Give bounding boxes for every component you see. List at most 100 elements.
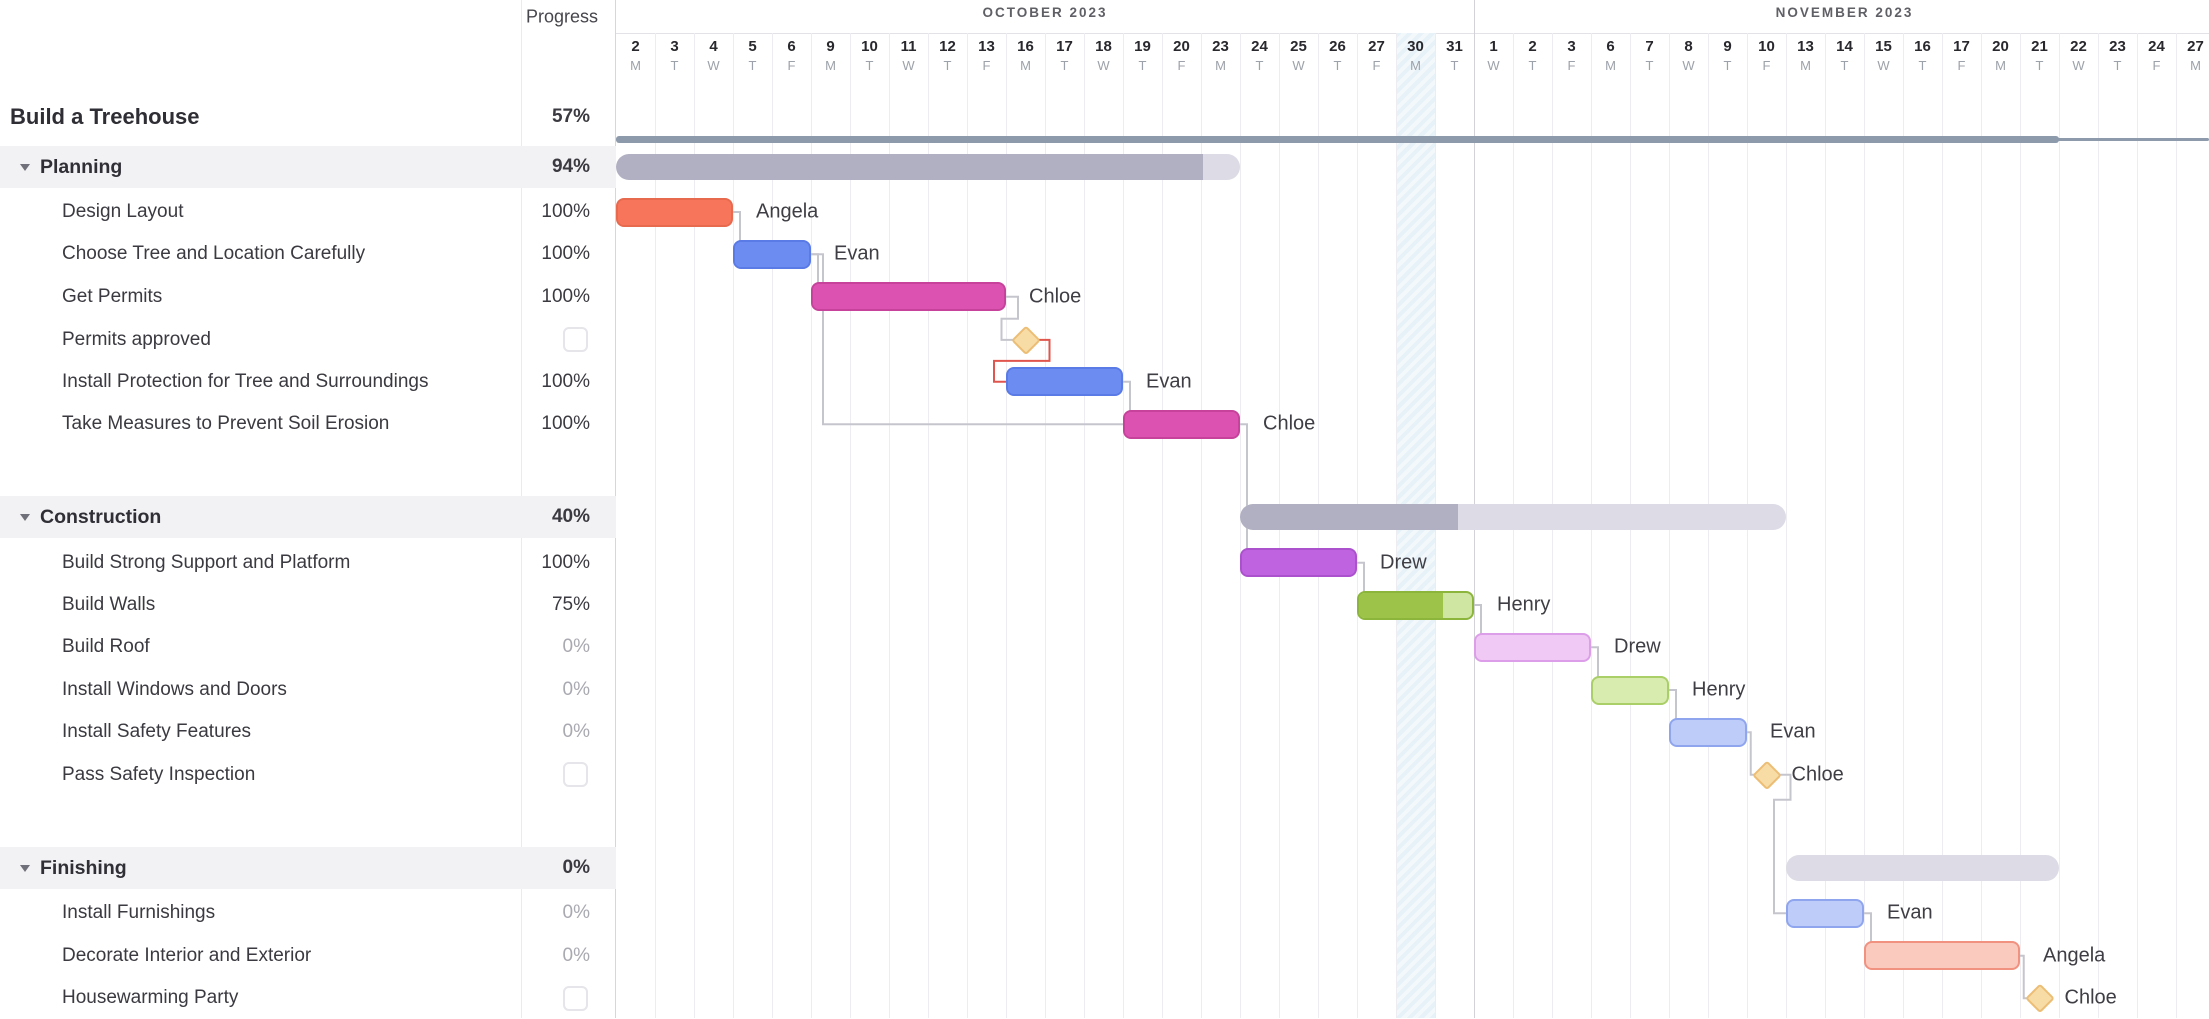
task-row-install-furnishings[interactable]: Install Furnishings 0% — [0, 892, 616, 934]
group-bar-finishing[interactable] — [1786, 855, 2059, 881]
task-bar-design-layout[interactable] — [616, 197, 733, 227]
task-name: Design Layout — [62, 201, 184, 222]
grid-column-line — [1201, 33, 1202, 1018]
day-number: 22 — [2070, 38, 2087, 55]
task-row-housewarming[interactable]: Housewarming Party — [0, 977, 616, 1019]
grid-column-line — [928, 33, 929, 1018]
day-number: 14 — [1836, 38, 1853, 55]
day-number: 26 — [1329, 38, 1346, 55]
weekday-letter: M — [1020, 58, 1031, 73]
weekday-letter: T — [1918, 58, 1927, 73]
grid-column-line — [733, 33, 734, 1018]
section-row-finishing[interactable]: Finishing 0% — [0, 847, 616, 889]
task-name: Pass Safety Inspection — [62, 763, 256, 785]
group-bar-construction[interactable] — [1240, 504, 1786, 531]
day-header-cell: 26 T — [1318, 38, 1357, 76]
task-row-project[interactable]: Build a Treehouse 57% — [0, 96, 616, 138]
task-bar-get-permits[interactable] — [811, 282, 1006, 312]
task-row-choose-tree[interactable]: Choose Tree and Location Carefully 100% — [0, 233, 616, 275]
weekday-letter: W — [707, 58, 720, 73]
day-header-cell: 27 M — [2176, 38, 2209, 76]
grid-column-line — [1045, 33, 1046, 1018]
dependency-line — [733, 211, 741, 244]
day-header-cell: 25 W — [1279, 38, 1318, 76]
assignee-label: Evan — [1770, 720, 1816, 743]
task-bar-build-support[interactable] — [1240, 548, 1357, 578]
day-number: 3 — [1567, 38, 1576, 55]
section-row-construction[interactable]: Construction 40% — [0, 496, 616, 539]
task-bar-progress — [813, 284, 1003, 310]
weekday-letter: M — [630, 58, 641, 73]
task-row-build-support[interactable]: Build Strong Support and Platform 100% — [0, 542, 616, 584]
progress-value: 0% — [562, 679, 590, 700]
task-name: Take Measures to Prevent Soil Erosion — [62, 413, 390, 435]
grid-column-line — [2098, 33, 2099, 1018]
day-number: 20 — [1173, 38, 1190, 55]
task-bar-choose-tree[interactable] — [733, 239, 811, 269]
grid-column-line — [1864, 33, 1865, 1018]
task-row-build-walls[interactable]: Build Walls 75% — [0, 584, 616, 626]
assignee-label: Angela — [2043, 944, 2106, 967]
weekday-letter: W — [1682, 58, 1695, 73]
day-number: 4 — [709, 38, 718, 55]
progress-value: 0% — [562, 902, 590, 924]
task-row-install-safety[interactable]: Install Safety Features 0% — [0, 711, 616, 753]
task-row-get-permits[interactable]: Get Permits 100% — [0, 276, 616, 318]
task-name: Construction — [40, 505, 162, 528]
milestone-checkbox[interactable] — [563, 327, 588, 353]
task-row-build-roof[interactable]: Build Roof 0% — [0, 626, 616, 668]
day-number: 15 — [1875, 38, 1892, 55]
task-bar-decorate[interactable] — [1864, 941, 2020, 971]
weekday-letter: T — [748, 58, 757, 73]
task-bar-install-windows[interactable] — [1591, 675, 1669, 705]
day-header-cell: 14 T — [1825, 38, 1864, 76]
day-number: 1 — [1489, 38, 1498, 55]
task-bar-progress — [1359, 592, 1443, 618]
task-row-take-measures[interactable]: Take Measures to Prevent Soil Erosion 100… — [0, 403, 616, 445]
project-summary-bar[interactable] — [616, 135, 2059, 143]
day-number: 24 — [2148, 38, 2165, 55]
task-bar-build-walls[interactable] — [1357, 590, 1474, 620]
assignee-label: Evan — [1887, 901, 1933, 924]
task-row-install-protection[interactable]: Install Protection for Tree and Surround… — [0, 361, 616, 403]
day-header-cell: 24 T — [1240, 38, 1279, 76]
task-row-install-windows[interactable]: Install Windows and Doors 0% — [0, 669, 616, 711]
task-bar-progress — [1008, 369, 1120, 395]
day-number: 8 — [1684, 38, 1693, 55]
task-row-design-layout[interactable]: Design Layout 100% — [0, 191, 616, 233]
group-bar-planning[interactable] — [616, 154, 1240, 180]
day-header-cell: 16 T — [1903, 38, 1942, 76]
task-name: Install Furnishings — [62, 902, 216, 924]
weekday-letter: F — [982, 58, 991, 73]
day-number: 9 — [1723, 38, 1732, 55]
milestone-checkbox[interactable] — [563, 762, 588, 788]
task-bar-install-furnishings[interactable] — [1786, 898, 1864, 928]
collapse-arrow-icon[interactable] — [20, 864, 30, 872]
day-header-cell: 17 F — [1942, 38, 1981, 76]
task-bar-progress — [735, 241, 808, 267]
day-number: 23 — [1212, 38, 1229, 55]
dependency-line — [1773, 773, 1792, 915]
grid-column-line — [655, 33, 656, 1018]
weekday-letter: F — [2152, 58, 2161, 73]
grid-column-line — [1240, 33, 1241, 1018]
collapse-arrow-icon[interactable] — [20, 513, 30, 521]
task-bar-install-protection[interactable] — [1006, 367, 1123, 397]
milestone-checkbox[interactable] — [563, 985, 588, 1011]
task-bar-install-safety[interactable] — [1669, 717, 1747, 747]
task-bar-take-measures[interactable] — [1123, 409, 1240, 439]
collapse-arrow-icon[interactable] — [20, 163, 30, 171]
task-row-permits-approved[interactable]: Permits approved — [0, 319, 616, 361]
day-number: 10 — [861, 38, 878, 55]
task-row-pass-safety[interactable]: Pass Safety Inspection — [0, 754, 616, 796]
section-row-planning[interactable]: Planning 94% — [0, 146, 616, 188]
day-number: 13 — [978, 38, 995, 55]
task-row-decorate[interactable]: Decorate Interior and Exterior 0% — [0, 935, 616, 977]
weekday-letter: T — [670, 58, 679, 73]
task-bar-build-roof[interactable] — [1474, 632, 1591, 662]
assignee-label: Chloe — [2064, 986, 2117, 1009]
